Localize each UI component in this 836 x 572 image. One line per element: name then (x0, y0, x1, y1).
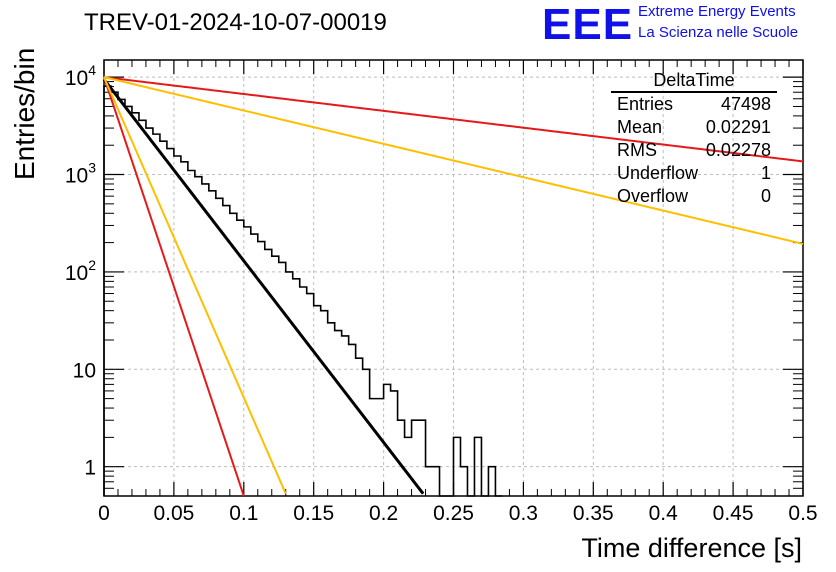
stats-box: DeltaTime Entries 47498 Mean 0.02291 RMS… (611, 70, 777, 208)
stats-label: RMS (617, 140, 657, 160)
fit-curve-4 (103, 76, 804, 245)
x-tick-label: 0.25 (433, 502, 474, 525)
y-tick-label: 10 (73, 359, 96, 382)
x-tick-label: 0.1 (229, 502, 258, 525)
stats-row: Underflow 1 (611, 162, 777, 185)
stats-row: Mean 0.02291 (611, 116, 777, 139)
y-tick-label: 102 (65, 257, 96, 285)
stats-row: Overflow 0 (611, 185, 777, 208)
fit-curve-2 (103, 76, 287, 495)
stats-row: RMS 0.02278 (611, 139, 777, 162)
plot-title: TREV-01-2024-10-07-00019 (84, 9, 387, 36)
histogram (103, 85, 503, 497)
stats-value: 0.02278 (705, 140, 771, 160)
x-tick-label: 0.5 (788, 502, 817, 525)
stats-label: Mean (617, 117, 663, 137)
stats-row: Entries 47498 (611, 93, 777, 116)
fit-curve-3 (103, 76, 804, 163)
x-tick-label: 0.2 (369, 502, 398, 525)
x-tick-label: 0.3 (509, 502, 538, 525)
x-axis-label: Time difference [s] (581, 533, 802, 563)
x-tick-label: 0.45 (713, 502, 754, 525)
x-tick-label: 0.15 (293, 502, 334, 525)
stats-label: Underflow (617, 163, 699, 183)
y-axis-label: Entries/bin (9, 47, 40, 180)
y-tick-label: 103 (65, 160, 96, 188)
stats-title: DeltaTime (611, 70, 777, 93)
y-tick-label: 1 (84, 457, 96, 480)
x-tick-label: 0.05 (153, 502, 194, 525)
histogram-outline (103, 85, 503, 497)
stats-label: Overflow (617, 186, 689, 206)
x-tick-label: 0.4 (649, 502, 679, 525)
stats-value: 47498 (720, 94, 771, 114)
logo-line-1: Extreme Energy Events (638, 3, 796, 20)
fit-curve-0 (102, 78, 425, 495)
logo-line-2: La Scienza nelle Scuole (638, 24, 799, 41)
fit-curve-1 (103, 76, 245, 497)
stats-value: 1 (760, 163, 771, 183)
y-tick-label: 104 (65, 62, 96, 90)
stats-value: 0 (760, 186, 771, 206)
x-tick-label: 0 (98, 502, 110, 525)
stats-value: 0.02291 (705, 117, 771, 137)
x-tick-label: 0.35 (573, 502, 614, 525)
eee-logo: EEE (542, 0, 634, 49)
grid (104, 60, 803, 496)
fit-curves (102, 76, 804, 497)
axes: 0 0.05 0.1 0.15 0.2 0.25 0.3 0.35 0.4 0.45 0.51101… (65, 60, 818, 525)
stats-label: Entries (617, 94, 674, 114)
